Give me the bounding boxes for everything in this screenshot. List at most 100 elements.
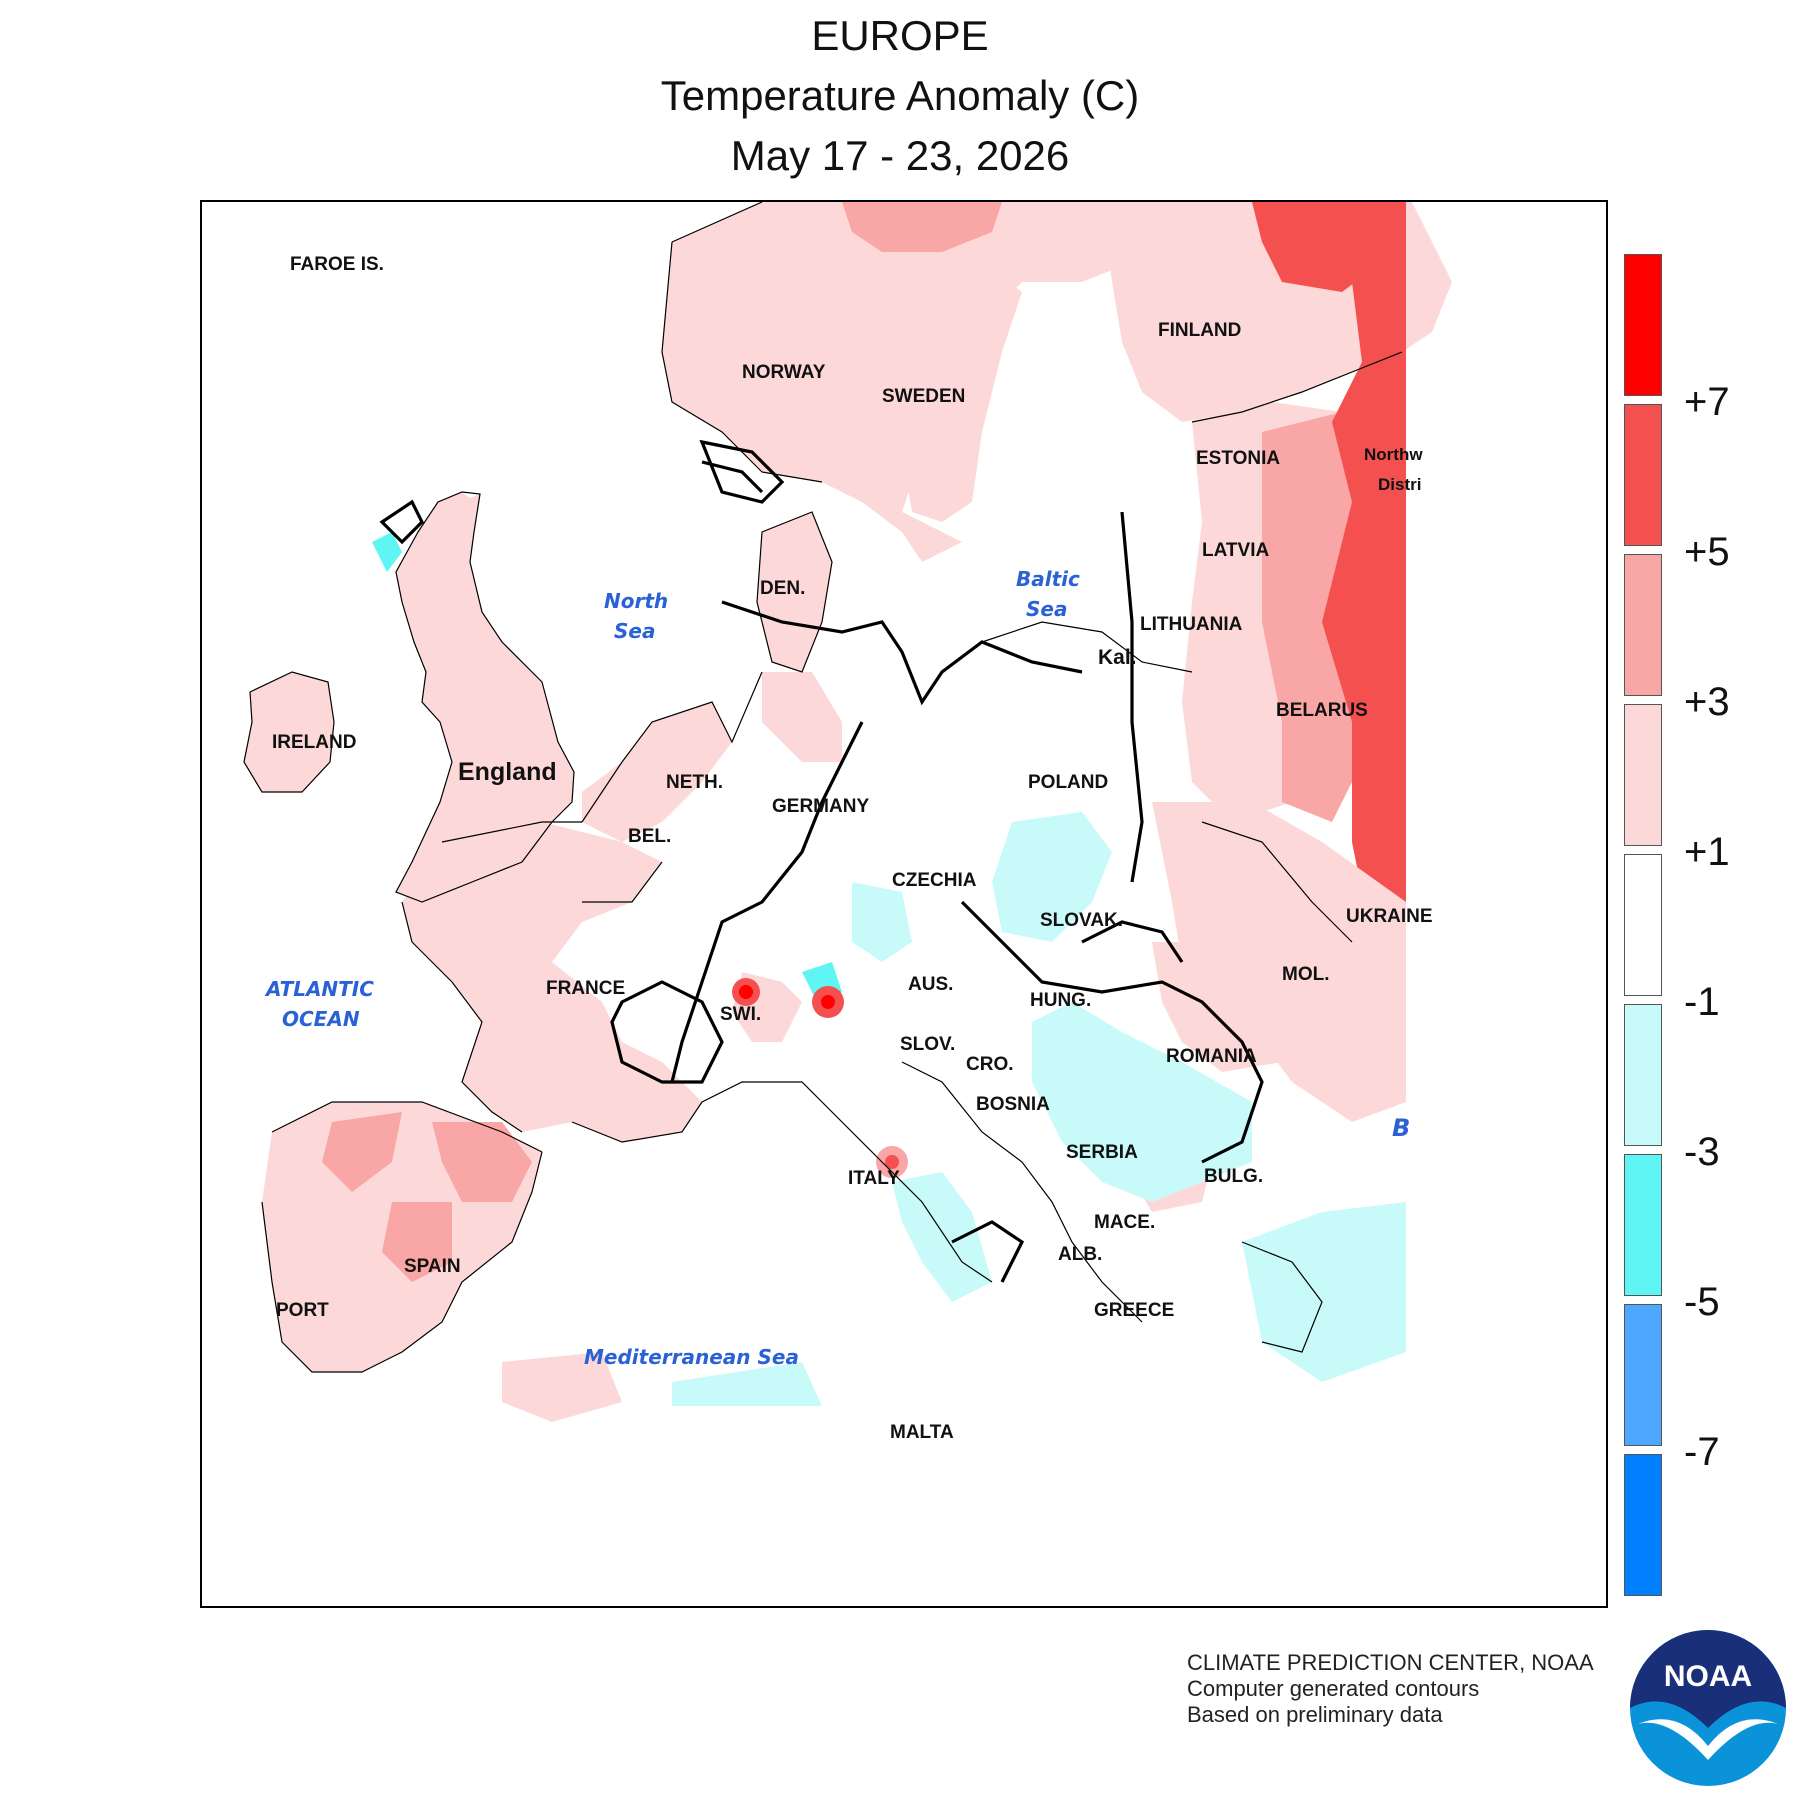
label-greece: GREECE <box>1094 1300 1174 1321</box>
fill-finland-east-warm <box>1252 202 1382 292</box>
label-portugal: PORT <box>276 1300 329 1321</box>
map-title-period: May 17 - 23, 2026 <box>730 132 1070 179</box>
hotspot-swiss-1-core <box>739 985 753 999</box>
fill-sweden-south <box>902 262 1022 522</box>
label-malta: MALTA <box>890 1422 954 1443</box>
label-b-edge: B <box>1392 1114 1410 1142</box>
map-title-variable: Temperature Anomaly (C) <box>660 72 1140 119</box>
label-moldova: MOL. <box>1282 964 1330 985</box>
map-title-region: EUROPE <box>811 12 989 59</box>
legend-tick-plus5: +5 <box>1684 530 1730 574</box>
label-kal: Kal. <box>1098 646 1137 669</box>
label-ireland: IRELAND <box>272 732 356 753</box>
hotspot-italy-core <box>885 1155 899 1169</box>
fill-germany-north <box>762 672 842 762</box>
legend-box-1 <box>1624 254 1662 396</box>
label-italy: ITALY <box>848 1168 900 1189</box>
fill-spain-warm-2 <box>432 1122 532 1202</box>
label-north-sea-1: North <box>604 589 668 613</box>
legend-tick-plus3: +3 <box>1684 680 1730 724</box>
label-bulgaria: BULG. <box>1204 1166 1263 1187</box>
label-atlantic-2: OCEAN <box>282 1007 360 1031</box>
legend-tick-minus3: -3 <box>1684 1130 1720 1174</box>
label-north-sea-2: Sea <box>614 619 655 643</box>
fill-ireland <box>244 672 334 792</box>
legend-tick-plus1: +1 <box>1684 830 1730 874</box>
label-mediterranean: Mediterranean Sea <box>584 1345 799 1369</box>
label-belarus: BELARUS <box>1276 700 1368 721</box>
fill-britain <box>396 492 574 902</box>
fill-benelux <box>582 702 732 842</box>
label-macedonia: MACE. <box>1094 1212 1155 1233</box>
label-germany: GERMANY <box>772 796 869 817</box>
credit-line-2: Computer generated contours <box>1187 1676 1480 1701</box>
legend-box-9 <box>1624 1454 1662 1596</box>
legend-tick-minus5: -5 <box>1684 1280 1720 1324</box>
label-norway: NORWAY <box>742 362 826 383</box>
label-switzerland: SWI. <box>720 1004 761 1025</box>
fill-denmark <box>757 512 832 672</box>
country-labels: FAROE IS. NORWAY SWEDEN FINLAND ESTONIA … <box>272 254 1433 1443</box>
label-estonia: ESTONIA <box>1196 448 1280 469</box>
fill-sweden-north-warm <box>842 202 1002 252</box>
credit-line-1: CLIMATE PREDICTION CENTER, NOAA <box>1187 1650 1594 1675</box>
label-denmark: DEN. <box>760 578 805 599</box>
fill-balkans-cold <box>1032 1002 1252 1202</box>
legend-tick-plus7: +7 <box>1684 380 1730 424</box>
anomaly-map: FAROE IS. NORWAY SWEDEN FINLAND ESTONIA … <box>200 200 1608 1608</box>
fill-north-africa-pink <box>502 1352 622 1422</box>
legend-box-6 <box>1624 1004 1662 1146</box>
label-sweden: SWEDEN <box>882 386 965 407</box>
label-lithuania: LITHUANIA <box>1140 614 1243 635</box>
label-atlantic-1: ATLANTIC <box>264 977 374 1001</box>
fill-italy-south-cold <box>892 1172 992 1302</box>
label-latvia: LATVIA <box>1202 540 1269 561</box>
anomaly-map-canvas: FAROE IS. NORWAY SWEDEN FINLAND ESTONIA … <box>202 202 1606 1606</box>
label-slovakia: SLOVAK. <box>1040 910 1123 931</box>
fill-scotland-cold <box>372 532 402 572</box>
label-croatia: CRO. <box>966 1054 1014 1075</box>
label-albania: ALB. <box>1058 1244 1102 1265</box>
label-faroe: FAROE IS. <box>290 254 384 275</box>
credit-line-3: Based on preliminary data <box>1187 1702 1443 1727</box>
label-serbia: SERBIA <box>1066 1142 1138 1163</box>
legend-box-3 <box>1624 554 1662 696</box>
label-northwest-1: Northw <box>1364 445 1423 464</box>
fill-spain-warm-3 <box>382 1202 452 1282</box>
legend-tick-minus1: -1 <box>1684 980 1720 1024</box>
fill-alps-cold <box>852 882 912 962</box>
fill-slovakia-cold <box>992 812 1112 942</box>
label-ukraine: UKRAINE <box>1346 906 1433 927</box>
noaa-logo-text: NOAA <box>1664 1660 1752 1693</box>
hotspot-swiss-2-core <box>821 995 835 1009</box>
label-poland: POLAND <box>1028 772 1108 793</box>
label-france: FRANCE <box>546 978 625 999</box>
label-slovenia: SLOV. <box>900 1034 955 1055</box>
zero-contours <box>379 439 1264 1283</box>
fill-med-south-cold <box>672 1362 822 1406</box>
legend-box-8 <box>1624 1304 1662 1446</box>
noaa-logo: NOAA <box>1630 1630 1786 1786</box>
label-baltic-sea-2: Sea <box>1026 597 1067 621</box>
label-northwest-2: Distri <box>1378 475 1421 494</box>
label-netherlands: NETH. <box>666 772 723 793</box>
label-austria: AUS. <box>908 974 953 995</box>
coastlines <box>243 202 1403 1373</box>
legend-tick-minus7: -7 <box>1684 1430 1720 1474</box>
label-england: England <box>458 758 557 786</box>
fill-ukraine <box>1152 802 1406 1122</box>
legend-box-2 <box>1624 404 1662 546</box>
legend-box-5 <box>1624 854 1662 996</box>
label-spain: SPAIN <box>404 1256 461 1277</box>
sea-labels: North Sea Baltic Sea ATLANTIC OCEAN Medi… <box>264 567 1080 1369</box>
label-bosnia: BOSNIA <box>976 1094 1050 1115</box>
label-romania: ROMANIA <box>1166 1046 1257 1067</box>
label-belgium: BEL. <box>628 826 671 847</box>
label-baltic-sea-1: Baltic <box>1016 567 1080 591</box>
label-finland: FINLAND <box>1158 320 1241 341</box>
fill-aegean-cold <box>1242 1202 1406 1382</box>
label-hungary: HUNG. <box>1030 990 1091 1011</box>
legend-box-4 <box>1624 704 1662 846</box>
fill-northwest-district <box>1322 202 1406 962</box>
label-czechia: CZECHIA <box>892 870 977 891</box>
